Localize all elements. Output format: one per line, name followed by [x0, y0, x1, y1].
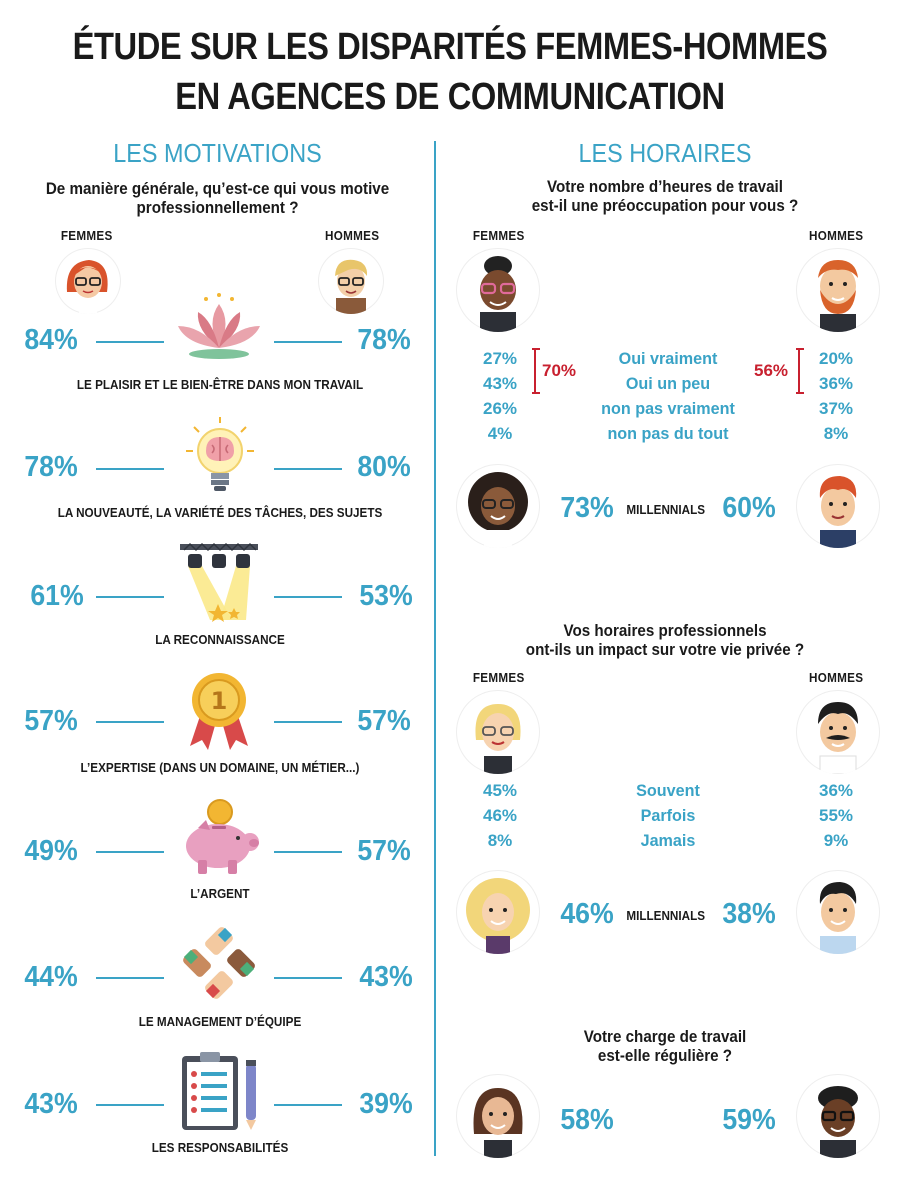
q1-men-values: 20% 36% 37% 8%: [818, 349, 854, 443]
horaires-q2: Vos horaires professionnels ont-ils un i…: [525, 622, 805, 659]
handshake-circle-icon: [180, 924, 258, 1002]
lightbulb-brain-icon: [184, 415, 256, 495]
motivation-2-women: 78%: [24, 451, 78, 483]
motivation-4-men: 57%: [357, 705, 411, 737]
motivation-3-men: 53%: [359, 580, 413, 612]
motivation-1-label: LE PLAISIR ET LE BIEN-ÊTRE DANS MON TRAV…: [76, 377, 364, 392]
motivation-5-label: L’ARGENT: [190, 886, 250, 901]
page-title-line1: ÉTUDE SUR LES DISPARITÉS FEMMES-HOMMES: [72, 26, 828, 68]
millennial-man-redhead-avatar: [796, 464, 880, 548]
motivation-2-men: 80%: [357, 451, 411, 483]
q2-millennials-men: 38%: [722, 898, 776, 930]
man-curly-glasses-avatar: [796, 1074, 880, 1158]
q2-women-label: FEMMES: [472, 670, 525, 685]
motivation-5-men: 57%: [357, 835, 411, 867]
q1-women-bracket: [532, 348, 540, 394]
millennial-woman-blonde-avatar: [456, 870, 540, 954]
q3-women: 58%: [560, 1104, 614, 1136]
motivation-7-line-left: [96, 1104, 164, 1106]
motivation-3-label: LA RECONNAISSANCE: [155, 632, 285, 647]
q1-women-values: 27% 43% 26% 4%: [482, 349, 518, 443]
motivation-2-line-right: [274, 468, 342, 470]
motivation-7-women: 43%: [24, 1088, 78, 1120]
motivation-6-men: 43%: [359, 961, 413, 993]
motivation-2-line-left: [96, 468, 164, 470]
motivation-4-line-left: [96, 721, 164, 723]
q1-men-label: HOMMES: [809, 228, 864, 243]
clipboard-pen-icon: [180, 1050, 264, 1132]
motivation-4-label: L’EXPERTISE (DANS UN DOMAINE, UN MÉTIER.…: [80, 760, 360, 775]
motivation-1-men: 78%: [357, 324, 411, 356]
motivation-1-women: 84%: [24, 324, 78, 356]
women-label: FEMMES: [60, 228, 113, 243]
men-label: HOMMES: [325, 228, 380, 243]
svg-text:1: 1: [211, 687, 228, 715]
man-mustache-avatar: [796, 690, 880, 774]
motivation-3-line-left: [96, 596, 164, 598]
woman-blonde-glasses-avatar: [456, 690, 540, 774]
q2-options: Souvent Parfois Jamais: [636, 781, 700, 850]
q1-men-total: 56%: [754, 361, 789, 380]
motivation-7-label: LES RESPONSABILITÉS: [151, 1140, 289, 1155]
motivation-6-women: 44%: [24, 961, 78, 993]
motivation-6-line-right: [274, 977, 342, 979]
millennial-woman-curly-avatar: [456, 464, 540, 548]
piggy-bank-icon: [176, 798, 262, 876]
man-redbeard-avatar: [796, 248, 880, 332]
motivation-3-line-right: [274, 596, 342, 598]
motivations-question: De manière générale, qu’est-ce qui vous …: [45, 180, 390, 217]
medal-icon: 1: [186, 670, 252, 750]
q2-men-label: HOMMES: [809, 670, 864, 685]
q1-women-label: FEMMES: [472, 228, 525, 243]
motivation-5-line-left: [96, 851, 164, 853]
motivation-2-label: LA NOUVEAUTÉ, LA VARIÉTÉ DES TÂCHES, DES…: [57, 505, 383, 520]
q1-women-total: 70%: [542, 361, 577, 380]
q3-men: 59%: [722, 1104, 776, 1136]
horaires-q1: Votre nombre d’heures de travail est-il …: [531, 178, 799, 215]
q2-men-values: 36% 55% 9%: [818, 781, 854, 850]
woman-redhead-avatar: [55, 248, 121, 314]
column-divider: [434, 141, 436, 1156]
millennial-man-darkhair-avatar: [796, 870, 880, 954]
q1-millennials-women: 73%: [560, 492, 614, 524]
motivations-heading: LES MOTIVATIONS: [113, 138, 322, 168]
lotus-icon: [176, 290, 262, 362]
q2-millennials-women: 46%: [560, 898, 614, 930]
motivation-6-label: LE MANAGEMENT D’ÉQUIPE: [138, 1014, 302, 1029]
woman-brunette-avatar: [456, 1074, 540, 1158]
q1-millennials-men: 60%: [722, 492, 776, 524]
q1-men-bracket: [796, 348, 804, 394]
horaires-q3: Votre charge de travail est-elle réguliè…: [583, 1028, 747, 1065]
woman-dark-glasses-avatar: [456, 248, 540, 332]
q1-options: Oui vraiment Oui un peu non pas vraiment…: [601, 349, 735, 443]
motivation-7-line-right: [274, 1104, 342, 1106]
q2-women-values: 45% 46% 8%: [482, 781, 518, 850]
page-title-line2: EN AGENCES DE COMMUNICATION: [175, 76, 725, 118]
motivation-5-women: 49%: [24, 835, 78, 867]
motivation-7-men: 39%: [359, 1088, 413, 1120]
motivation-4-women: 57%: [24, 705, 78, 737]
q2-millennials-label: MILLENNIALS: [626, 908, 706, 923]
motivation-5-line-right: [274, 851, 342, 853]
motivation-1-line-right: [274, 341, 342, 343]
man-blond-avatar: [318, 248, 384, 314]
q1-millennials-label: MILLENNIALS: [626, 502, 706, 517]
spotlight-stars-icon: [176, 542, 262, 622]
horaires-heading: LES HORAIRES: [578, 138, 752, 168]
motivation-3-women: 61%: [30, 580, 84, 612]
motivation-6-line-left: [96, 977, 164, 979]
motivation-4-line-right: [274, 721, 342, 723]
motivation-1-line-left: [96, 341, 164, 343]
